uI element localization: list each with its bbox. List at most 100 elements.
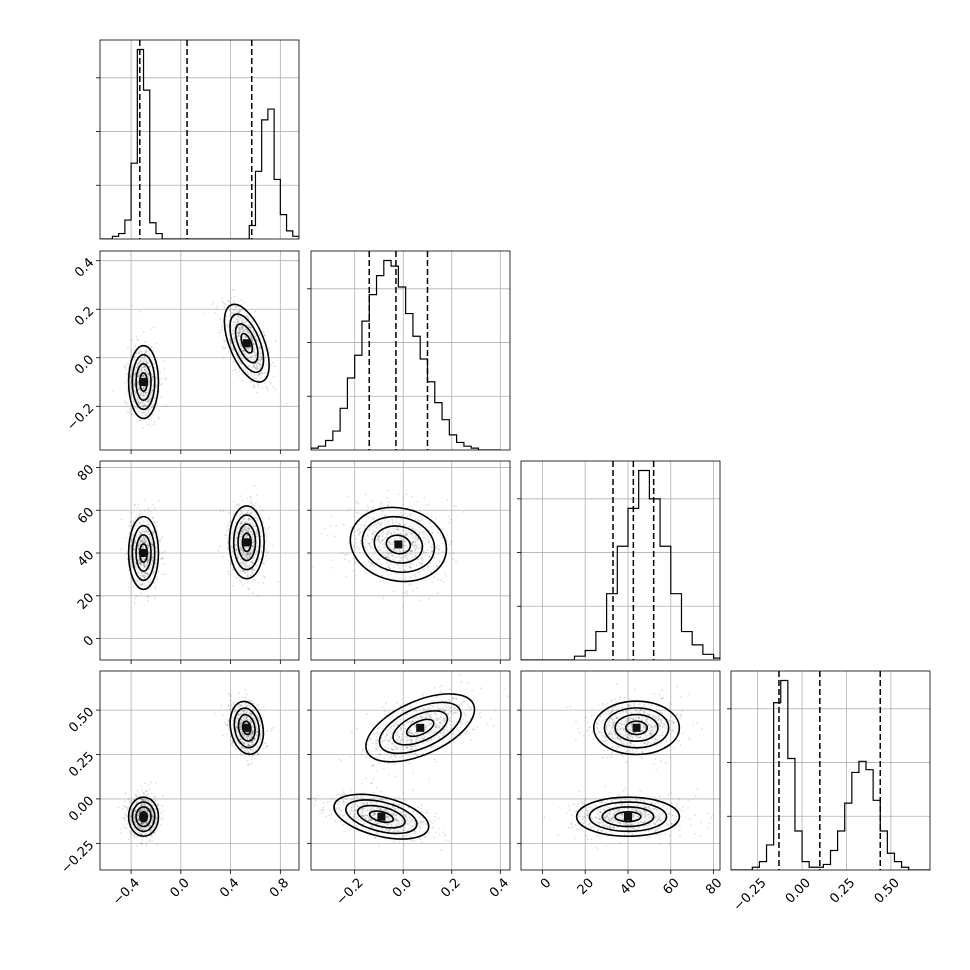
sample-point xyxy=(266,730,268,732)
sample-point xyxy=(129,832,132,834)
sample-point xyxy=(136,826,139,828)
sample-point xyxy=(249,748,252,751)
sample-point xyxy=(414,572,417,575)
sample-point xyxy=(261,371,264,374)
sample-point xyxy=(140,366,143,368)
sample-point xyxy=(129,819,132,822)
sample-point xyxy=(258,350,260,353)
sample-point xyxy=(147,379,150,382)
sample-point xyxy=(247,744,250,746)
sample-point xyxy=(141,799,144,802)
sample-point xyxy=(150,403,153,406)
sample-point xyxy=(237,333,240,336)
sample-point xyxy=(429,562,432,565)
sample-point xyxy=(253,343,256,346)
sample-point xyxy=(134,597,136,600)
sample-point xyxy=(441,536,444,539)
sample-point xyxy=(152,326,155,329)
sample-point xyxy=(252,541,255,544)
sample-point xyxy=(141,545,144,548)
sample-point xyxy=(256,362,259,365)
sample-point xyxy=(237,555,240,558)
sample-point xyxy=(127,806,130,808)
sample-point xyxy=(146,544,149,547)
sample-point xyxy=(369,563,372,565)
sample-point xyxy=(241,330,244,332)
sample-point xyxy=(240,510,242,513)
sample-point xyxy=(234,722,237,725)
sample-point xyxy=(264,550,266,553)
sample-point xyxy=(330,566,333,569)
sample-point xyxy=(248,556,251,558)
sample-point xyxy=(385,551,388,553)
sample-point xyxy=(239,704,242,706)
sample-point xyxy=(251,340,254,342)
sample-point xyxy=(142,366,145,369)
sample-point xyxy=(365,514,368,517)
sample-point xyxy=(442,550,444,553)
sample-point xyxy=(243,696,246,699)
sample-point xyxy=(236,507,239,510)
sample-point xyxy=(424,537,426,539)
sample-point xyxy=(231,741,234,744)
sample-point xyxy=(249,522,252,524)
sample-point xyxy=(124,399,126,402)
sample-point xyxy=(151,530,154,533)
sample-point xyxy=(237,321,239,324)
sample-point xyxy=(263,705,265,708)
sample-point xyxy=(240,745,243,748)
sample-point xyxy=(142,564,145,566)
sample-point xyxy=(250,741,253,744)
sample-point xyxy=(148,399,151,402)
sample-point xyxy=(246,759,249,762)
sample-point xyxy=(247,572,250,575)
sample-point xyxy=(418,561,421,564)
sample-point xyxy=(241,327,244,330)
sample-point xyxy=(259,738,262,741)
sample-point xyxy=(369,547,372,549)
sample-point xyxy=(238,327,241,329)
sample-point xyxy=(243,349,246,352)
sample-point xyxy=(144,541,147,544)
sample-point xyxy=(144,826,146,829)
sample-point xyxy=(141,540,144,543)
sample-point xyxy=(148,384,150,386)
sample-point xyxy=(389,551,392,554)
sample-point xyxy=(149,564,152,567)
sample-point xyxy=(264,356,267,359)
sample-point xyxy=(151,840,154,842)
sample-point xyxy=(142,366,145,369)
sample-point xyxy=(147,573,149,576)
sample-point xyxy=(419,562,422,565)
sample-point xyxy=(377,558,380,560)
sample-point xyxy=(112,389,115,392)
sample-point xyxy=(256,728,258,730)
sample-point xyxy=(240,346,243,348)
sample-point xyxy=(240,718,243,721)
sample-point xyxy=(255,502,257,504)
sample-point xyxy=(231,545,234,548)
sample-point xyxy=(135,366,138,369)
sample-point xyxy=(256,746,259,748)
sample-point xyxy=(254,373,256,376)
sample-point xyxy=(145,347,148,349)
sample-point xyxy=(232,500,235,503)
sample-point xyxy=(134,371,136,374)
sample-point xyxy=(259,377,262,379)
sample-point xyxy=(144,530,147,532)
sample-point xyxy=(137,384,140,386)
sample-point xyxy=(400,559,403,561)
sample-point xyxy=(446,534,449,536)
sample-point xyxy=(147,400,150,402)
sample-point xyxy=(409,576,412,578)
sample-point xyxy=(147,373,150,376)
sample-point xyxy=(253,351,256,353)
sample-point xyxy=(420,558,423,560)
sample-point xyxy=(249,501,252,504)
sample-point xyxy=(136,399,139,402)
sample-point xyxy=(247,575,249,577)
sample-point xyxy=(252,750,254,753)
sample-point xyxy=(141,547,144,550)
sample-point xyxy=(141,822,144,824)
sample-point xyxy=(263,334,266,337)
